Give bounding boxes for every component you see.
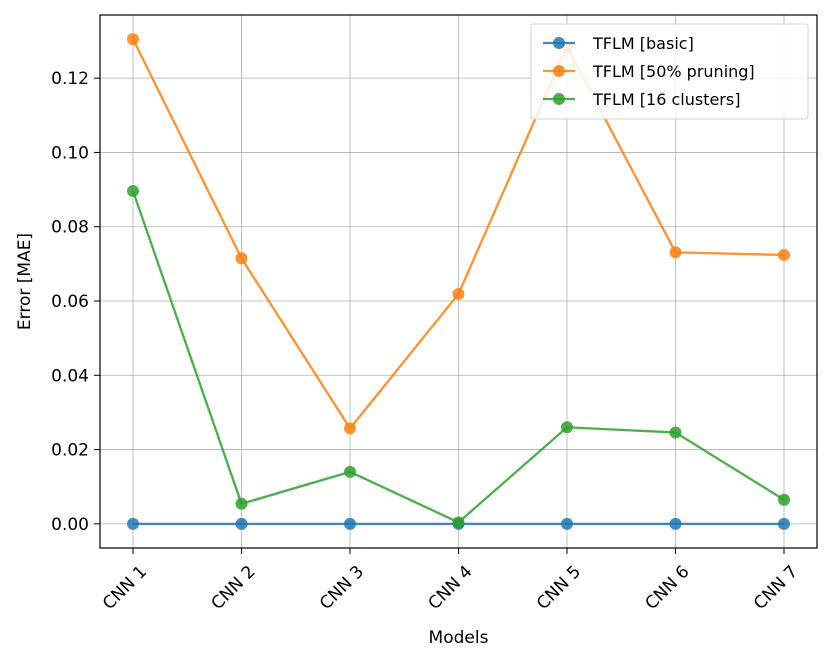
- y-tick-label: 0.02: [51, 441, 89, 461]
- data-point: [344, 422, 356, 435]
- x-tick-label: CNN 5: [533, 562, 585, 614]
- legend-marker: [553, 65, 565, 77]
- x-axis-label: Models: [429, 628, 489, 648]
- series-3: [127, 185, 790, 529]
- data-point: [778, 493, 790, 506]
- x-tick-label: CNN 1: [99, 562, 151, 614]
- data-point: [127, 517, 139, 530]
- legend-item: TFLM [basic]: [543, 34, 694, 53]
- x-tick-label: CNN 3: [316, 562, 368, 614]
- y-tick-label: 0.10: [51, 143, 89, 163]
- legend-label: TFLM [50% pruning]: [592, 62, 755, 81]
- data-point: [778, 248, 790, 261]
- y-tick-label: 0.04: [51, 366, 89, 386]
- legend-marker: [553, 37, 565, 49]
- data-point: [561, 517, 573, 530]
- y-axis-label: Error [MAE]: [15, 233, 35, 330]
- legend: TFLM [basic] TFLM [50% pruning] TFLM [16 c…: [530, 23, 809, 120]
- series-2: [127, 33, 790, 435]
- y-tick-label: 0.08: [51, 218, 89, 238]
- y-tick-label: 0.06: [51, 292, 89, 312]
- legend-label: TFLM [basic]: [592, 34, 694, 53]
- x-tick-label: CNN 2: [208, 562, 260, 614]
- legend-marker: [553, 93, 565, 105]
- data-point: [127, 185, 139, 198]
- data-point: [127, 33, 139, 46]
- y-tick-label: 0.00: [51, 515, 89, 535]
- data-point: [669, 517, 682, 530]
- data-point: [452, 287, 465, 300]
- data-point: [344, 517, 356, 530]
- data-point: [235, 497, 248, 510]
- x-tick-label: CNN 7: [750, 562, 802, 614]
- data-point: [235, 517, 248, 530]
- data-point: [669, 246, 682, 259]
- x-tick-label: CNN 4: [425, 562, 477, 614]
- legend-item: TFLM [16 clusters]: [543, 90, 740, 109]
- data-point: [669, 426, 682, 439]
- data-point: [452, 516, 465, 529]
- data-point: [778, 517, 790, 530]
- series-layer: [127, 33, 790, 530]
- data-point: [235, 252, 248, 265]
- y-tick-label: 0.12: [51, 69, 89, 89]
- legend-item: TFLM [50% pruning]: [543, 62, 755, 81]
- axis-ticks: CNN 1 CNN 2 CNN 3 CNN 4 CNN 5 CNN 6 CNN 7 0.00 0…: [51, 69, 802, 614]
- legend-box: [530, 23, 809, 120]
- x-tick-label: CNN 6: [642, 562, 694, 614]
- data-point: [344, 465, 356, 478]
- data-point: [561, 421, 573, 434]
- legend-label: TFLM [16 clusters]: [592, 90, 740, 109]
